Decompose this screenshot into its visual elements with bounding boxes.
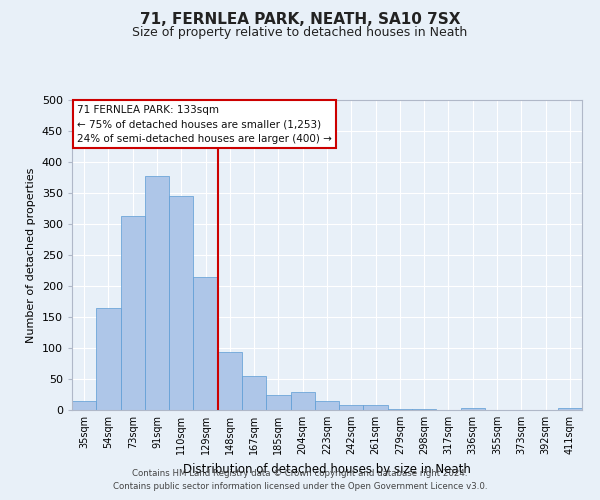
Y-axis label: Number of detached properties: Number of detached properties — [26, 168, 36, 342]
X-axis label: Distribution of detached houses by size in Neath: Distribution of detached houses by size … — [183, 462, 471, 475]
Bar — [558, 408, 582, 410]
Bar — [339, 405, 364, 410]
Bar — [96, 308, 121, 410]
Bar — [315, 402, 339, 410]
Bar — [290, 392, 315, 410]
Bar — [72, 400, 96, 410]
Bar — [193, 276, 218, 410]
Bar — [121, 216, 145, 410]
Bar — [266, 394, 290, 410]
Bar — [364, 405, 388, 410]
Bar — [242, 376, 266, 410]
Text: Size of property relative to detached houses in Neath: Size of property relative to detached ho… — [133, 26, 467, 39]
Bar — [169, 196, 193, 410]
Bar — [388, 409, 412, 410]
Text: Contains HM Land Registry data © Crown copyright and database right 2024.: Contains HM Land Registry data © Crown c… — [132, 468, 468, 477]
Text: 71 FERNLEA PARK: 133sqm
← 75% of detached houses are smaller (1,253)
24% of semi: 71 FERNLEA PARK: 133sqm ← 75% of detache… — [77, 104, 332, 144]
Bar — [461, 408, 485, 410]
Bar — [218, 352, 242, 410]
Text: Contains public sector information licensed under the Open Government Licence v3: Contains public sector information licen… — [113, 482, 487, 491]
Bar — [145, 176, 169, 410]
Text: 71, FERNLEA PARK, NEATH, SA10 7SX: 71, FERNLEA PARK, NEATH, SA10 7SX — [140, 12, 460, 28]
